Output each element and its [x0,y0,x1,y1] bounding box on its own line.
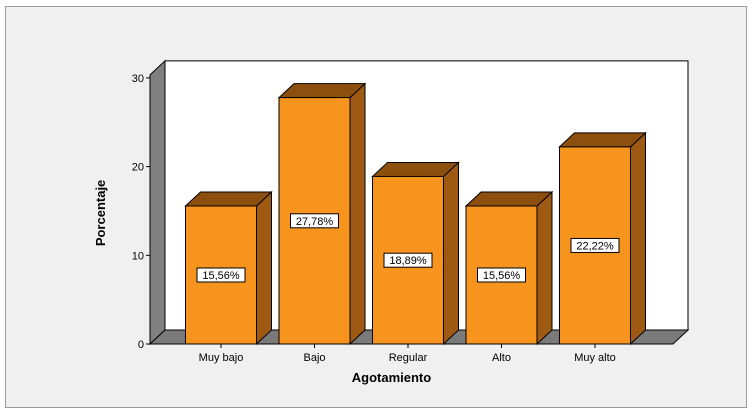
bar-value-box [196,267,246,283]
bar: 18,89% [371,161,460,346]
bar-side [256,190,272,346]
bar-value-box [290,213,339,229]
x-tick-label: Muy bajo [199,352,244,364]
x-tick-label: Bajo [303,352,325,364]
bar: 15,56% [184,190,273,346]
bar-value-box [570,237,620,253]
bars-group: 15,56% 27,78% 18,89% 15,56% 22,22% [184,82,647,346]
bar-side [443,161,459,346]
y-tick-label: 30 [132,73,144,85]
bar-top [464,191,554,207]
bar-top [277,83,367,99]
bar-value-label: 15,56% [202,270,240,282]
bar-value-label: 22,22% [576,240,614,252]
bar: 15,56% [464,190,554,346]
bar-chart: 0 10 20 30 15,56% 27,78% 18,89% 15,56% 22,22% M… [93,59,690,385]
x-tick-label: Muy alto [574,352,616,364]
bar-side [349,82,366,346]
x-axis-title: Agotamiento [352,370,432,385]
bar-value-label: 27,78% [296,216,334,228]
bar-side [630,131,646,346]
chart-frame: 0 10 20 30 15,56% 27,78% 18,89% 15,56% 22,22% M… [5,6,747,408]
x-axis-tick-labels: Muy bajo Bajo Regular Alto Muy alto [199,344,616,364]
y-axis: 0 10 20 30 [132,73,151,351]
y-tick-label: 0 [138,339,144,351]
bar-value-label: 15,56% [483,270,521,282]
bar-top [371,161,460,177]
bar: 27,78% [277,82,367,346]
bar-value-box [383,252,433,268]
bar-side [536,190,553,346]
side-wall [149,59,166,346]
bar-top [558,132,647,148]
x-tick-label: Regular [389,352,428,364]
bar-value-box [477,267,526,283]
bar-value-label: 18,89% [389,255,427,267]
y-tick-label: 10 [132,250,144,262]
y-axis-title: Porcentaje [93,180,108,246]
x-tick-label: Alto [492,352,511,364]
y-tick-label: 20 [132,162,144,174]
bar-top [184,191,273,207]
bar: 22,22% [558,131,647,346]
